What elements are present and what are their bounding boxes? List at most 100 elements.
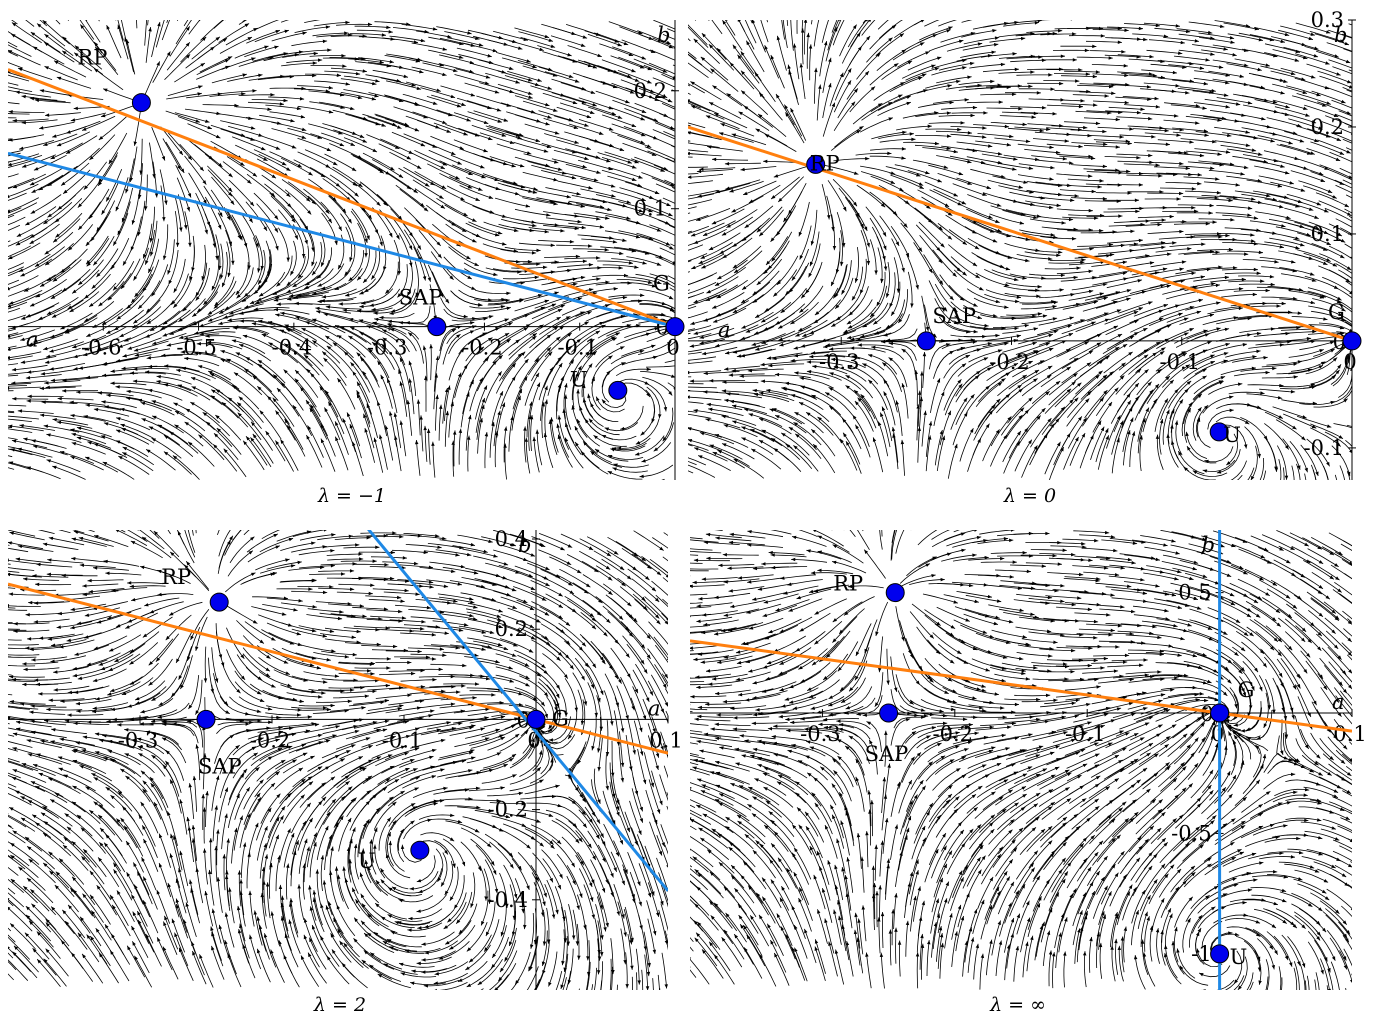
arrow-head [679, 61, 683, 64]
streamline [238, 344, 272, 362]
streamline [428, 36, 464, 45]
streamline [576, 350, 597, 381]
arrow-head [258, 73, 263, 78]
streamline [475, 307, 511, 313]
arrow-head [78, 281, 83, 285]
streamline [1053, 432, 1071, 466]
arrow-head [1048, 73, 1053, 77]
arrow-head [928, 3, 932, 6]
arrow-head [576, 389, 580, 394]
arrow-head [811, 429, 816, 434]
streamline [49, 341, 84, 353]
arrow-head [185, 42, 190, 47]
arrow-head [901, 348, 906, 353]
streamline [971, 252, 1005, 268]
arrow-head [676, 162, 680, 165]
streamline [8, 155, 43, 166]
arrow-head [920, 371, 924, 376]
arrow-head [8, 70, 9, 73]
arrow-head [497, 410, 501, 416]
streamline [688, 193, 714, 200]
arrow-head [116, 429, 121, 433]
streamline [812, 365, 848, 375]
streamline [31, 439, 67, 449]
streamline [257, 359, 286, 384]
streamline [637, 30, 671, 45]
arrow-head [148, 268, 152, 274]
arrow-head [698, 260, 704, 264]
arrow-head [312, 318, 317, 322]
streamline [877, 421, 889, 457]
arrow-head [949, 295, 954, 301]
arrow-head [216, 428, 222, 433]
arrow-head [551, 303, 557, 307]
streamline [291, 40, 328, 47]
streamline [257, 363, 285, 389]
arrow-head [352, 371, 357, 376]
arrow-head [446, 129, 451, 133]
arrow-head [776, 231, 781, 236]
arrow-head [479, 417, 483, 423]
streamline [688, 253, 708, 262]
arrow-head [532, 190, 538, 194]
streamline [859, 258, 867, 295]
arrow-head [813, 444, 818, 449]
arrow-head [488, 315, 494, 319]
streamline [342, 418, 356, 453]
arrow-head [860, 394, 865, 399]
streamline [816, 84, 821, 121]
arrow-head [8, 215, 9, 218]
streamline [271, 32, 307, 42]
arrow-head [838, 20, 841, 21]
streamline [45, 385, 82, 388]
streamline [146, 300, 175, 325]
streamline [34, 99, 71, 104]
streamline [326, 165, 358, 187]
arrow-head [732, 243, 737, 247]
streamline [358, 57, 394, 63]
arrow-head [367, 214, 372, 220]
streamline [514, 95, 550, 107]
streamline [225, 208, 243, 241]
streamline [827, 20, 840, 51]
arrow-head [31, 189, 36, 193]
streamline [662, 197, 675, 204]
streamline [8, 74, 30, 82]
streamline [329, 57, 366, 60]
streamline [403, 166, 435, 186]
streamline [611, 123, 646, 137]
arrow-head [398, 215, 403, 221]
arrow-head [349, 424, 354, 429]
arrow-head [1069, 399, 1074, 404]
arrow-head [362, 371, 367, 376]
streamline [957, 357, 989, 377]
streamline [115, 20, 117, 21]
streamline [183, 20, 189, 27]
arrow-head [287, 425, 291, 430]
streamline [964, 226, 998, 243]
streamline [147, 20, 149, 26]
arrow-head [374, 94, 379, 98]
arrow-head [550, 44, 556, 48]
streamline [1038, 20, 1052, 21]
arrow-head [755, 128, 760, 133]
arrow-head [582, 259, 588, 264]
streamline [855, 152, 892, 156]
streamline [958, 80, 995, 85]
arrow-head [972, 105, 978, 110]
streamline [728, 373, 765, 376]
streamline [607, 470, 643, 480]
arrow-head [328, 85, 333, 90]
streamline [276, 255, 293, 287]
arrow-head [601, 399, 606, 404]
arrow-head [587, 311, 592, 315]
arrow-head [188, 441, 193, 446]
arrow-head [84, 318, 89, 322]
streamline [398, 320, 433, 327]
arrow-head [1016, 441, 1020, 446]
streamline [8, 425, 44, 432]
arrow-head [640, 140, 645, 144]
streamline [8, 266, 24, 275]
arrow-head [1004, 342, 1009, 346]
streamline [399, 357, 411, 392]
